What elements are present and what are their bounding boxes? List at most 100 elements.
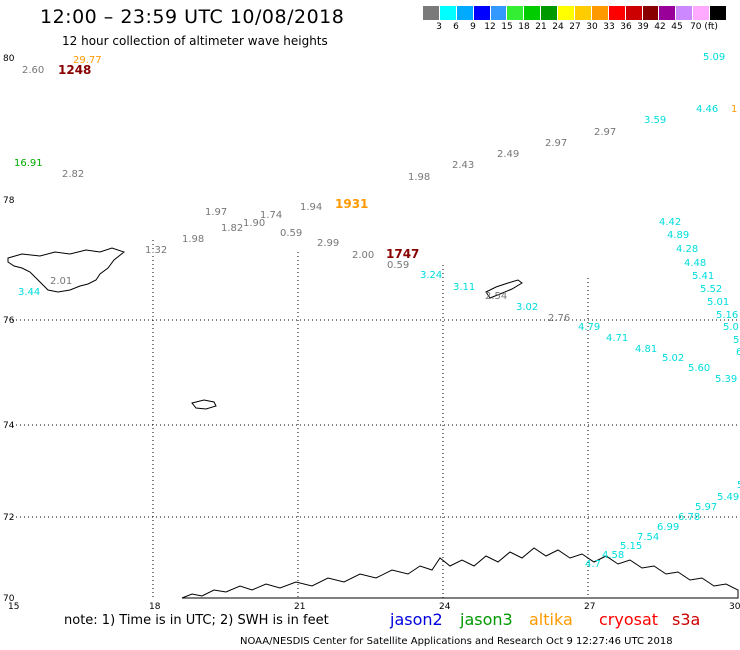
coastline-south: [181, 547, 739, 599]
wave-height-value: 5.60: [688, 363, 710, 374]
latitude-label: 78: [3, 196, 15, 206]
wave-height-value: 2.43: [452, 160, 474, 171]
coastlines: [7, 247, 739, 599]
legend-swatch: [541, 6, 559, 20]
legend-tick-label: 27: [569, 22, 581, 32]
longitude-label: 21: [294, 602, 305, 612]
pass-time-label: 1248: [58, 63, 91, 77]
wave-height-value: 4.28: [676, 244, 698, 255]
wave-height-value: 6: [736, 347, 740, 358]
legend-tick-label: 9: [470, 22, 476, 32]
legend-swatch: [439, 6, 457, 20]
latitude-label: 74: [3, 421, 15, 431]
map-title: 12:00 – 23:59 UTC 10/08/2018: [40, 6, 345, 28]
legend-swatch: [642, 6, 660, 20]
wave-height-value: 4.71: [606, 333, 628, 344]
wave-height-value: 5: [737, 480, 740, 491]
wave-height-value: 4.89: [667, 230, 689, 241]
legend-tick-label: 18: [518, 22, 530, 32]
wave-height-value: 3.59: [644, 115, 666, 126]
legend-tick-label: 45: [671, 22, 683, 32]
wave-height-value: 1.94: [300, 202, 322, 213]
satellite-name-cryosat: cryosat: [599, 610, 659, 629]
wave-height-value: 16.91: [14, 158, 43, 169]
legend-swatch: [608, 6, 626, 20]
island-2: [485, 279, 523, 299]
latitude-label: 76: [3, 316, 15, 326]
wave-height-value: 4.46: [696, 104, 718, 115]
wave-height-value: 5.01: [707, 297, 729, 308]
legend-swatch: [507, 6, 525, 20]
wave-height-value: 3.02: [516, 302, 538, 313]
longitude-label: 24: [439, 602, 451, 612]
legend-swatch: [423, 6, 440, 20]
wave-height-value: 2.01: [50, 276, 72, 287]
wave-height-value: 5.02: [662, 353, 684, 364]
wave-height-value: 4.48: [684, 258, 706, 269]
wave-height-value: 5.49: [717, 492, 739, 503]
satellite-name-s3a: s3a: [672, 610, 701, 629]
legend-swatch: [659, 6, 677, 20]
satellite-name-jason3: jason3: [460, 610, 513, 629]
wave-height-value: 1.82: [221, 223, 243, 234]
legend-tick-label: 6: [453, 22, 459, 32]
wave-height-value: 29.77: [73, 55, 102, 66]
legend-tick-label: 42: [654, 22, 666, 32]
island-1: [191, 399, 217, 410]
satellite-name-jason2: jason2: [390, 610, 443, 629]
wave-height-value: 3.11: [453, 282, 475, 293]
wave-height-value: 1.98: [408, 172, 430, 183]
wave-height-value: 2.00: [352, 250, 374, 261]
legend-tick-label: 15: [501, 22, 513, 32]
latitude-label: 70: [3, 594, 15, 604]
wave-height-value: 5.09: [703, 52, 725, 63]
legend-tick-label: 36: [620, 22, 632, 32]
wave-height-value: 1.74: [260, 210, 282, 221]
latitude-labels: 80 78 76 74 72 70: [3, 54, 15, 604]
color-legend-bar: [423, 6, 728, 20]
legend-tick-label: 24: [552, 22, 564, 32]
wave-height-value: 5.52: [700, 284, 722, 295]
legend-swatch: [625, 6, 643, 20]
legend-tick-label: 70 (ft): [690, 22, 718, 32]
wave-height-value: 6.78: [678, 512, 700, 523]
footer-note: note: 1) Time is in UTC; 2) SWH is in fe…: [64, 613, 329, 628]
legend-swatch: [693, 6, 711, 20]
wave-height-value: 1: [731, 104, 737, 115]
latitude-label: 80: [3, 54, 15, 64]
wave-height-value: 2.99: [317, 238, 339, 249]
wave-height-value: 1.98: [182, 234, 204, 245]
wave-height-value: 4.7: [585, 559, 601, 570]
legend-tick-label: 39: [637, 22, 649, 32]
coastline-west: [7, 247, 126, 293]
wave-height-value: 4.79: [578, 322, 600, 333]
legend-swatch: [676, 6, 694, 20]
longitude-label: 18: [149, 602, 161, 612]
legend-swatch: [558, 6, 576, 20]
longitude-label: 27: [584, 602, 595, 612]
legend-tick-label: 30: [586, 22, 598, 32]
pass-time-label: 1747: [386, 247, 419, 261]
legend-tick-label: 33: [603, 22, 615, 32]
wave-height-value: 2.49: [497, 149, 519, 160]
wave-height-value: 5.: [733, 335, 740, 346]
latitude-label: 72: [3, 513, 14, 523]
wave-height-value: 5.39: [715, 374, 737, 385]
wave-height-value: 3.24: [420, 270, 442, 281]
longitude-labels: 15 18 21 24 27 30: [8, 602, 740, 612]
wave-height-value: 3.44: [18, 287, 40, 298]
wave-height-value: 5.41: [692, 271, 714, 282]
wave-height-value: 2.54: [485, 291, 507, 302]
credit-line: NOAA/NESDIS Center for Satellite Applica…: [240, 636, 673, 647]
legend-swatch: [473, 6, 491, 20]
legend-swatch: [490, 6, 508, 20]
map-subtitle: 12 hour collection of altimeter wave hei…: [62, 34, 328, 48]
legend-swatch: [710, 6, 728, 20]
wave-height-value: 2.97: [545, 138, 567, 149]
satellite-name-altika: altika: [529, 610, 573, 629]
legend-tick-label: 12: [484, 22, 496, 32]
wave-height-value: 0.59: [387, 260, 409, 271]
legend-tick-label: 3: [436, 22, 442, 32]
legend-swatch: [524, 6, 542, 20]
